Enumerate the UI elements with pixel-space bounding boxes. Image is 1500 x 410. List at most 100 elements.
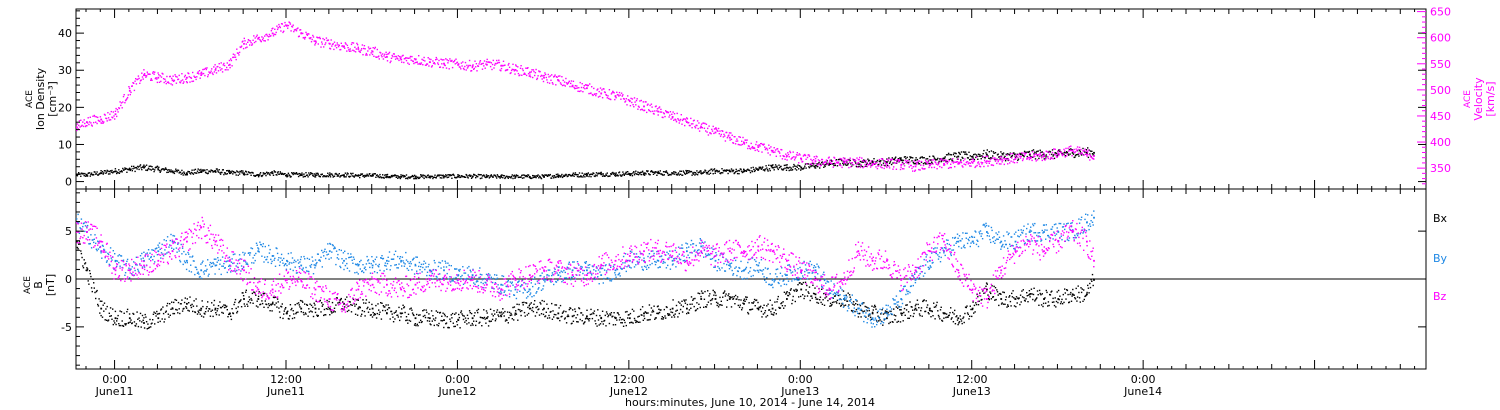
bx-point (532, 306, 534, 309)
velocity-point (502, 60, 505, 62)
density-point (298, 172, 300, 175)
velocity-point (240, 45, 243, 47)
velocity-point (643, 109, 646, 111)
velocity-point (424, 60, 426, 62)
velocity-tick-label: 400 (1430, 136, 1451, 149)
velocity-point (999, 156, 1001, 158)
bx-point (323, 308, 326, 311)
bx-point (610, 312, 613, 314)
bx-point (1087, 284, 1089, 287)
velocity-point (546, 79, 548, 81)
velocity-point (147, 73, 150, 75)
density-point (201, 170, 203, 172)
velocity-point (370, 52, 372, 54)
density-point (104, 170, 106, 172)
density-point (288, 174, 290, 176)
bx-point (378, 309, 380, 311)
density-point-anchor (686, 172, 688, 175)
bx-point (618, 314, 620, 316)
bx-point (160, 309, 162, 311)
velocity-point (464, 65, 466, 68)
velocity-point (655, 105, 657, 107)
density-point (658, 172, 661, 175)
velocity-point (618, 91, 621, 94)
bx-point (815, 298, 817, 300)
density-point (136, 168, 138, 170)
velocity-point (969, 162, 971, 164)
velocity-point (154, 71, 156, 73)
density-point-anchor (814, 164, 817, 167)
velocity-point (946, 162, 948, 165)
velocity-point (681, 123, 683, 125)
density-point (693, 171, 695, 174)
bx-point (183, 301, 186, 304)
velocity-point (774, 151, 776, 153)
density-point (770, 164, 772, 167)
bx-point (816, 301, 818, 304)
velocity-point (386, 60, 389, 62)
bx-point (274, 296, 277, 298)
density-point (848, 158, 850, 161)
velocity-point-anchor (443, 62, 445, 65)
density-point (1078, 155, 1080, 157)
bx-point (400, 316, 402, 318)
bx-point (148, 326, 150, 329)
velocity-point (675, 119, 677, 121)
density-point (565, 174, 568, 176)
bx-point (804, 281, 807, 283)
velocity-point (447, 62, 449, 64)
velocity-point (593, 87, 595, 90)
velocity-point (693, 119, 695, 121)
density-point (679, 173, 682, 175)
density-point (413, 178, 415, 180)
bx-point (901, 312, 904, 315)
velocity-point (510, 72, 512, 74)
density-point (734, 171, 737, 173)
density-point (139, 164, 142, 166)
velocity-point (904, 159, 906, 162)
density-point-anchor (714, 170, 717, 173)
bx-point (613, 312, 615, 314)
velocity-point (604, 91, 606, 94)
density-point (145, 164, 148, 166)
density-point (708, 173, 710, 175)
bx-point (976, 293, 978, 296)
bx-point (1046, 291, 1048, 294)
density-point (315, 172, 317, 175)
density-point (1035, 152, 1037, 154)
bx-point (902, 320, 904, 322)
velocity-point (217, 70, 220, 72)
bx-point (817, 298, 819, 300)
bx-point (728, 293, 730, 295)
bx-point (137, 325, 140, 328)
density-point (116, 171, 119, 173)
velocity-point (312, 36, 315, 38)
bx-point (139, 312, 142, 315)
bx-point (637, 321, 640, 323)
bx-point (90, 275, 92, 278)
velocity-axis-label-3: [km/s] (1484, 81, 1497, 116)
velocity-point (243, 37, 245, 40)
bx-point (643, 317, 646, 320)
velocity-point (823, 163, 825, 165)
bx-point (173, 312, 176, 315)
bx-point (553, 316, 555, 318)
density-point (423, 177, 425, 180)
density-point (224, 172, 226, 174)
density-point (850, 163, 852, 165)
bx-point (598, 324, 600, 326)
density-point (985, 152, 987, 154)
bx-point (1081, 288, 1083, 290)
velocity-point (462, 67, 465, 70)
velocity-point (658, 107, 660, 109)
bx-point (843, 305, 845, 307)
bx-point (200, 315, 203, 317)
velocity-point (886, 166, 888, 169)
bx-point (747, 311, 749, 314)
density-point (981, 155, 983, 157)
density-point (449, 175, 451, 177)
bx-point (975, 303, 978, 306)
bx-point (285, 307, 287, 309)
velocity-point (617, 94, 619, 96)
bx-point (543, 300, 545, 303)
